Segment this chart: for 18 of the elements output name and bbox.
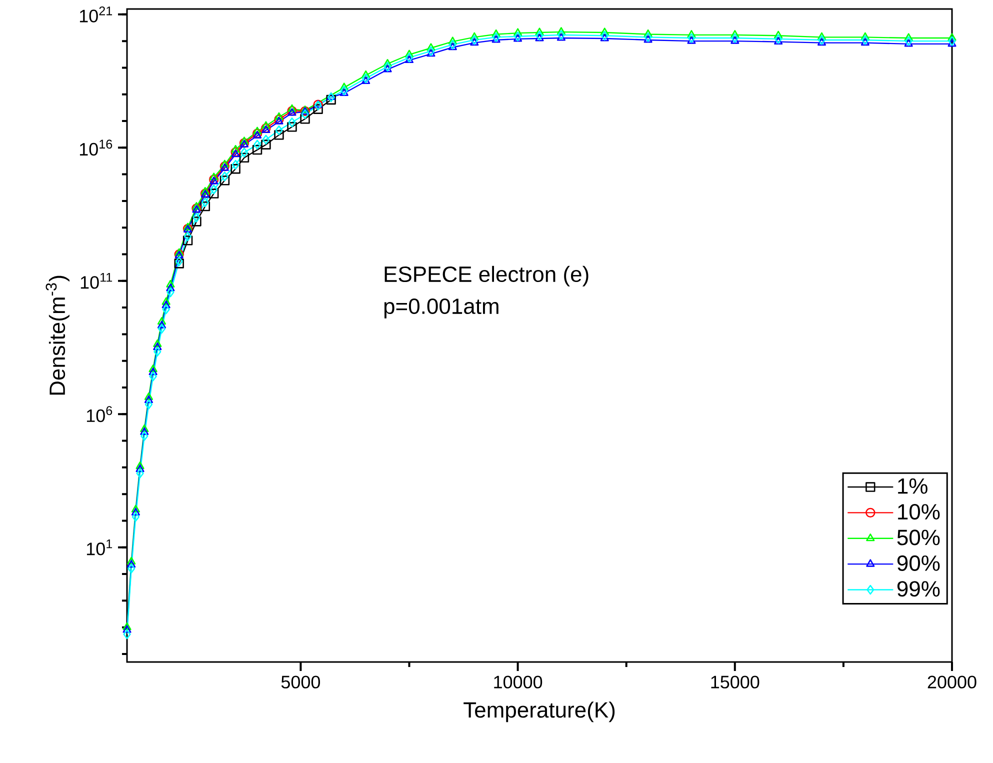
x-tick-label: 10000 [494, 676, 542, 688]
y-tick-label: 10$^{6}$ [86, 406, 112, 422]
annotation: p=0.001atm [384, 298, 498, 318]
y-tick-label: 10$^{21}$ [80, 6, 112, 22]
annotation: ESPECE electron (e) [384, 266, 588, 286]
legend-label: 90% [897, 555, 940, 571]
y-axis-title: Densite(m$^{-3}$) [46, 276, 70, 395]
legend-label: 1% [898, 478, 928, 494]
legend-label: 99% [897, 581, 940, 597]
y-tick-label: 10$^{1}$ [86, 539, 112, 556]
x-tick-label: 5000 [281, 676, 320, 688]
y-tick-label: 10$^{11}$ [80, 272, 112, 289]
y-tick-label: 10$^{16}$ [80, 140, 112, 156]
x-axis-title: Temperature(K) [464, 702, 615, 722]
x-tick-label: 15000 [711, 676, 760, 688]
legend-label: 10% [898, 504, 940, 520]
legend-label: 50% [897, 530, 940, 546]
x-tick-label: 20000 [928, 676, 976, 688]
